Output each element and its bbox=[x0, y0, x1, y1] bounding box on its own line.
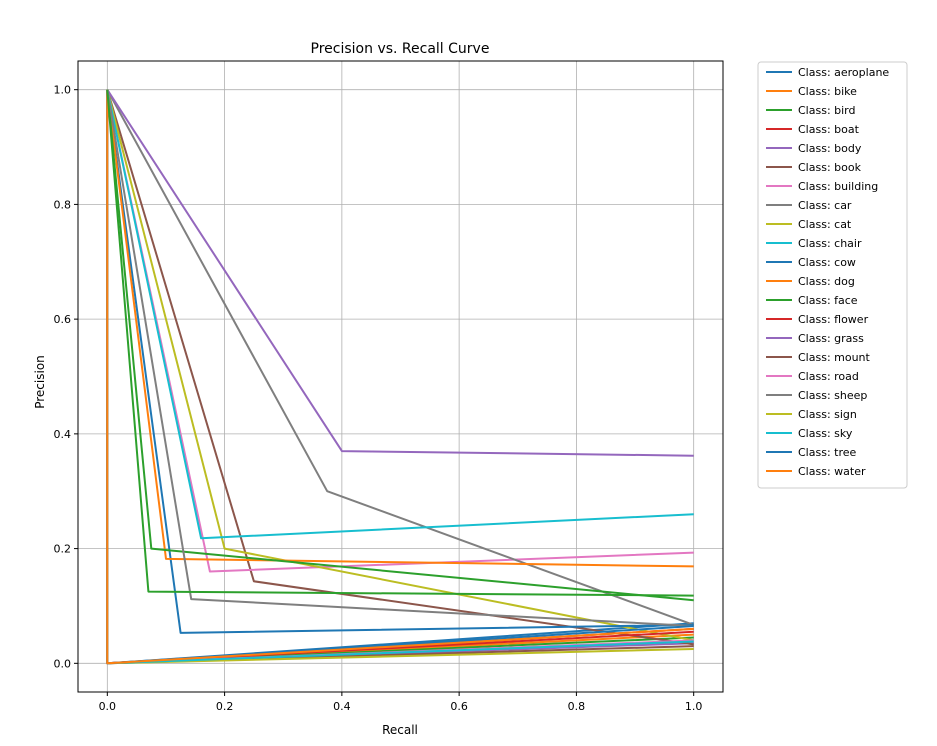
series-line-dog bbox=[106, 89, 694, 568]
legend-label-cat: Class: cat bbox=[798, 218, 852, 231]
legend-label-water: Class: water bbox=[798, 465, 866, 478]
series-line-sheep bbox=[106, 89, 694, 627]
legend-label-chair: Class: chair bbox=[798, 237, 862, 250]
series-line-car bbox=[106, 89, 695, 626]
x-tick-label: 0.8 bbox=[568, 700, 586, 713]
series-line-cow bbox=[106, 89, 694, 634]
legend-label-dog: Class: dog bbox=[798, 275, 855, 288]
y-axis-ticks: 0.0 0.2 0.4 0.6 0.8 1.0 bbox=[54, 84, 78, 670]
legend-label-boat: Class: boat bbox=[798, 123, 860, 136]
y-tick-label: 0.6 bbox=[54, 313, 72, 326]
x-tick-label: 0.0 bbox=[99, 700, 117, 713]
plot-area bbox=[77, 60, 724, 693]
series-line-face bbox=[106, 89, 694, 602]
legend-label-cow: Class: cow bbox=[798, 256, 856, 269]
y-tick-label: 0.2 bbox=[54, 543, 72, 556]
y-axis-label: Precision bbox=[33, 355, 47, 409]
legend-label-road: Class: road bbox=[798, 370, 859, 383]
series-line-book bbox=[106, 89, 694, 646]
x-tick-label: 0.6 bbox=[450, 700, 468, 713]
series-line-cat bbox=[106, 89, 694, 642]
y-tick-label: 0.8 bbox=[54, 198, 72, 211]
legend-label-sheep: Class: sheep bbox=[798, 389, 867, 402]
legend-label-car: Class: car bbox=[798, 199, 852, 212]
legend: Class: aeroplane Class: bike Class: bird Cl… bbox=[757, 61, 908, 489]
chart-title: Precision vs. Recall Curve bbox=[311, 41, 490, 57]
legend-label-grass: Class: grass bbox=[798, 332, 864, 345]
legend-label-building: Class: building bbox=[798, 180, 878, 193]
legend-label-bike: Class: bike bbox=[798, 85, 857, 98]
x-axis-ticks: 0.0 0.2 0.4 0.6 0.8 1.0 bbox=[99, 692, 703, 713]
x-tick-label: 0.2 bbox=[216, 700, 234, 713]
series-line-grass bbox=[106, 89, 694, 457]
legend-label-face: Class: face bbox=[798, 294, 858, 307]
x-axis-label: Recall bbox=[382, 723, 418, 737]
legend-label-body: Class: body bbox=[798, 142, 862, 155]
y-tick-label: 0.4 bbox=[54, 428, 72, 441]
legend-label-sign: Class: sign bbox=[798, 408, 857, 421]
x-tick-label: 1.0 bbox=[685, 700, 703, 713]
legend-label-tree: Class: tree bbox=[798, 446, 857, 459]
legend-label-book: Class: book bbox=[798, 161, 862, 174]
series-lines bbox=[106, 89, 695, 665]
legend-label-aeroplane: Class: aeroplane bbox=[798, 66, 889, 79]
y-tick-label: 0.0 bbox=[54, 657, 72, 670]
series-line-face bbox=[106, 89, 694, 597]
series-line-chair bbox=[106, 89, 694, 540]
legend-label-bird: Class: bird bbox=[798, 104, 856, 117]
legend-box bbox=[757, 61, 908, 489]
legend-label-mount: Class: mount bbox=[798, 351, 871, 364]
x-tick-label: 0.4 bbox=[333, 700, 351, 713]
y-tick-label: 1.0 bbox=[54, 84, 72, 97]
legend-label-sky: Class: sky bbox=[798, 427, 853, 440]
legend-label-flower: Class: flower bbox=[798, 313, 869, 326]
series-line-water bbox=[106, 89, 694, 665]
grid bbox=[78, 61, 723, 692]
